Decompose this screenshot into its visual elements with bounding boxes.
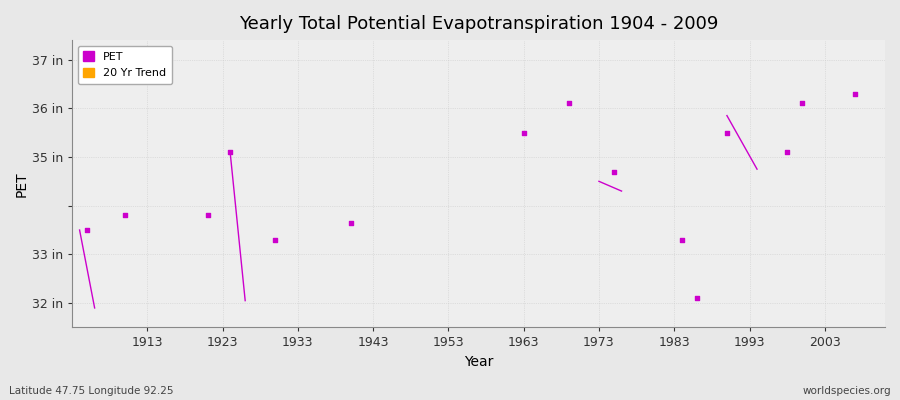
Point (689, 295, 704, 301)
Point (118, 212, 132, 219)
Point (517, 130, 531, 136)
X-axis label: Year: Year (464, 355, 493, 369)
Point (562, 100, 576, 107)
Point (201, 212, 215, 219)
Point (675, 236, 689, 243)
Point (268, 236, 283, 243)
Point (80, 227, 94, 233)
Y-axis label: PET: PET (15, 171, 29, 196)
Point (607, 168, 621, 175)
Point (720, 130, 734, 136)
Text: worldspecies.org: worldspecies.org (803, 386, 891, 396)
Text: Latitude 47.75 Longitude 92.25: Latitude 47.75 Longitude 92.25 (9, 386, 174, 396)
Point (795, 100, 809, 107)
Point (848, 90, 862, 97)
Point (780, 149, 795, 155)
Point (223, 149, 238, 155)
Point (344, 220, 358, 226)
Title: Yearly Total Potential Evapotranspiration 1904 - 2009: Yearly Total Potential Evapotranspiratio… (238, 15, 718, 33)
Legend: PET, 20 Yr Trend: PET, 20 Yr Trend (77, 46, 172, 84)
